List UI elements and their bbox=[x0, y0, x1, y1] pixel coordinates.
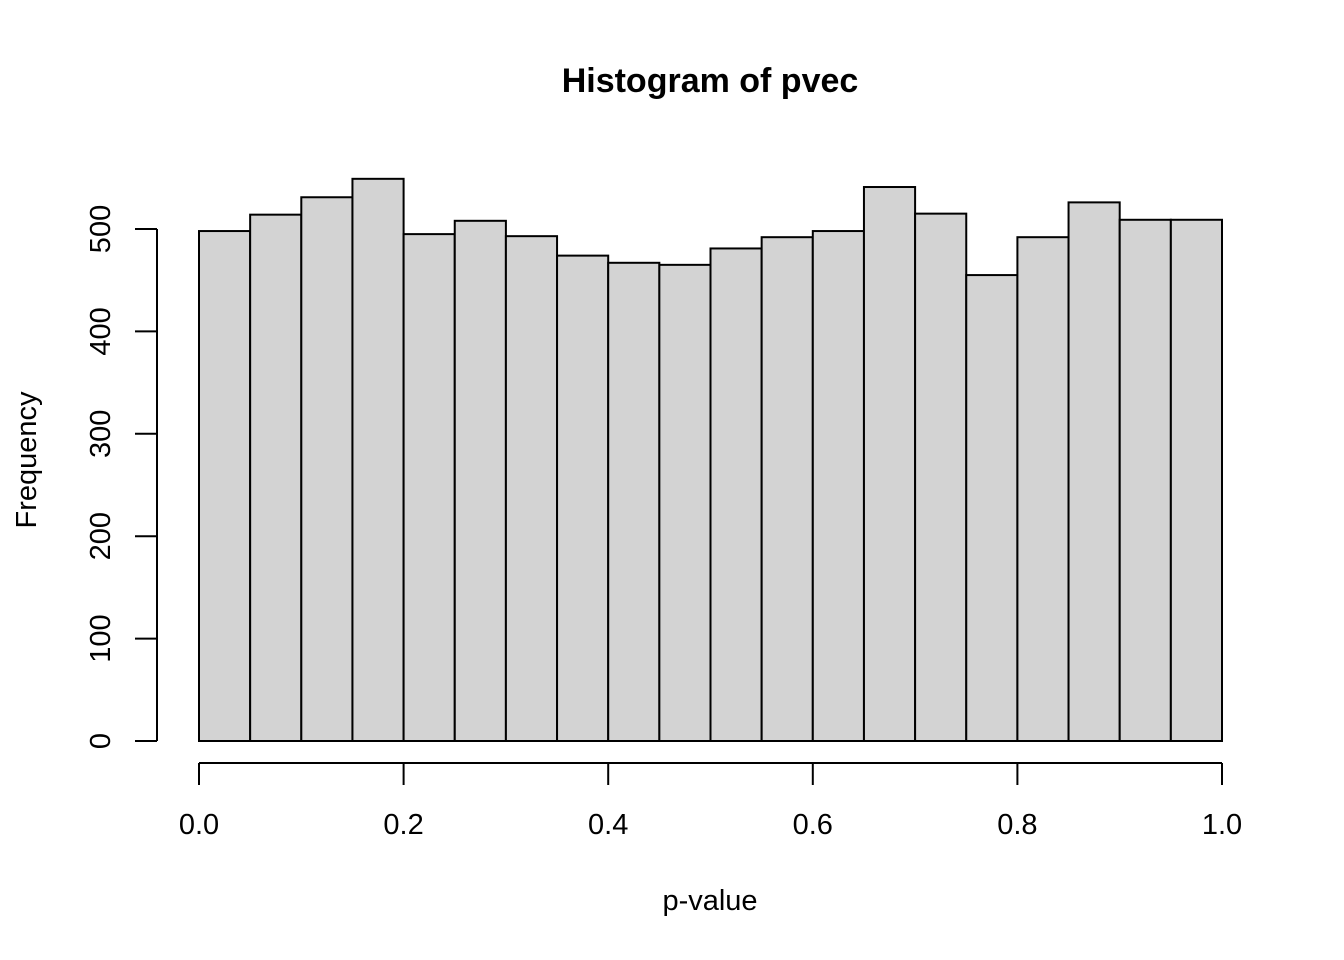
x-tick-label: 0.0 bbox=[179, 809, 219, 841]
y-tick-label: 500 bbox=[85, 205, 117, 253]
histogram-bar bbox=[300, 196, 354, 743]
y-tick-label: 300 bbox=[85, 410, 117, 458]
histogram-bar bbox=[862, 186, 917, 743]
histogram-bar bbox=[249, 213, 303, 742]
x-axis-label: p-value bbox=[662, 885, 757, 917]
histogram-bar bbox=[1016, 236, 1070, 743]
x-tick-label: 0.4 bbox=[588, 809, 628, 841]
histogram-bar bbox=[198, 230, 252, 742]
histogram-bar bbox=[607, 261, 661, 742]
histogram-bar bbox=[1067, 201, 1121, 743]
y-tick-label: 100 bbox=[85, 614, 117, 662]
histogram-bar bbox=[914, 212, 968, 742]
histogram-bar bbox=[1118, 218, 1172, 742]
y-tick-label: 200 bbox=[85, 512, 117, 560]
x-axis: 0.0 0.2 0.4 0.6 0.8 1.0 bbox=[179, 762, 1242, 841]
histogram-bar bbox=[556, 254, 610, 742]
histogram-bar bbox=[504, 235, 559, 742]
histogram-bar bbox=[811, 230, 865, 742]
x-tick-label: 1.0 bbox=[1202, 809, 1242, 841]
bars-group bbox=[198, 177, 1223, 743]
histogram-bar bbox=[1169, 218, 1223, 742]
histogram-bar bbox=[760, 236, 814, 743]
x-tick-label: 0.2 bbox=[383, 809, 423, 841]
y-tick-label: 0 bbox=[85, 733, 117, 749]
chart-title: Histogram of pvec bbox=[562, 62, 859, 100]
y-axis-label: Frequency bbox=[11, 391, 43, 529]
y-tick-label: 400 bbox=[85, 307, 117, 355]
histogram-bar bbox=[658, 263, 712, 742]
x-tick-label: 0.6 bbox=[793, 809, 833, 841]
histogram-bar bbox=[965, 274, 1019, 742]
histogram-bar bbox=[453, 219, 507, 743]
histogram-bar bbox=[351, 177, 405, 743]
histogram-bar bbox=[402, 233, 456, 742]
x-tick-label: 0.8 bbox=[997, 809, 1037, 841]
histogram-bar bbox=[709, 247, 763, 742]
y-axis: 0 100 200 300 400 500 bbox=[85, 205, 158, 749]
